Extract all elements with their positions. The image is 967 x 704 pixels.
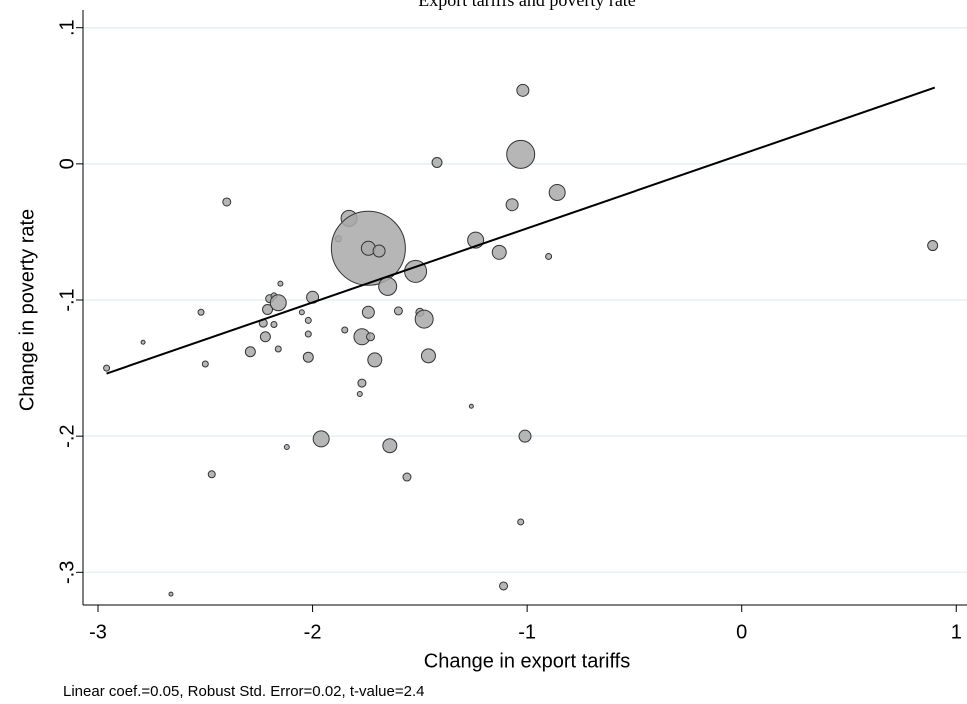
point xyxy=(506,139,536,169)
point xyxy=(283,444,290,451)
point xyxy=(302,351,314,363)
y-tick-label: .1 xyxy=(56,19,78,36)
point xyxy=(341,326,349,334)
point xyxy=(304,330,312,338)
x-axis-title: Change in export tariffs xyxy=(424,650,630,672)
point xyxy=(140,339,146,345)
x-tick-label: -3 xyxy=(89,621,107,643)
point xyxy=(516,83,530,97)
point xyxy=(262,304,274,316)
point xyxy=(304,316,312,324)
point xyxy=(548,183,566,201)
point xyxy=(545,252,553,260)
point xyxy=(274,345,282,353)
point xyxy=(505,198,519,212)
point xyxy=(270,321,278,329)
y-tick-label: -.1 xyxy=(56,288,78,311)
y-tick-label: 0 xyxy=(56,158,78,169)
point xyxy=(366,332,376,342)
x-tick-label: -2 xyxy=(304,621,322,643)
point xyxy=(468,403,474,409)
point xyxy=(382,438,398,454)
point xyxy=(499,581,509,591)
point xyxy=(201,360,209,368)
chart-title: Export tariffs and poverty rate xyxy=(418,0,636,10)
point xyxy=(312,430,330,448)
point xyxy=(244,346,256,358)
point xyxy=(402,472,412,482)
footnote: Linear coef.=0.05, Robust Std. Error=0.0… xyxy=(63,683,424,700)
point xyxy=(207,470,216,479)
point xyxy=(298,309,305,316)
point xyxy=(420,348,436,364)
y-tick-label: -.3 xyxy=(56,561,78,584)
point xyxy=(518,429,532,443)
fit-line xyxy=(106,86,936,375)
point xyxy=(927,240,939,252)
point xyxy=(367,352,383,368)
point xyxy=(414,309,434,329)
y-tick-label: -.2 xyxy=(56,424,78,447)
point xyxy=(378,276,398,296)
x-tick-label: 1 xyxy=(951,621,962,643)
point xyxy=(357,378,367,388)
point xyxy=(277,280,284,287)
point xyxy=(197,308,205,316)
point xyxy=(517,518,525,526)
point xyxy=(259,331,271,343)
point xyxy=(361,305,375,319)
point xyxy=(356,390,363,397)
point xyxy=(372,244,386,258)
point xyxy=(393,306,403,316)
point xyxy=(168,591,174,597)
point xyxy=(431,156,443,168)
point xyxy=(491,244,507,260)
y-axis-title: Change in poverty rate xyxy=(16,209,38,411)
point xyxy=(222,197,232,207)
x-tick-label: 0 xyxy=(736,621,747,643)
point xyxy=(269,294,287,312)
point xyxy=(103,364,111,372)
x-tick-label: -1 xyxy=(518,621,536,643)
